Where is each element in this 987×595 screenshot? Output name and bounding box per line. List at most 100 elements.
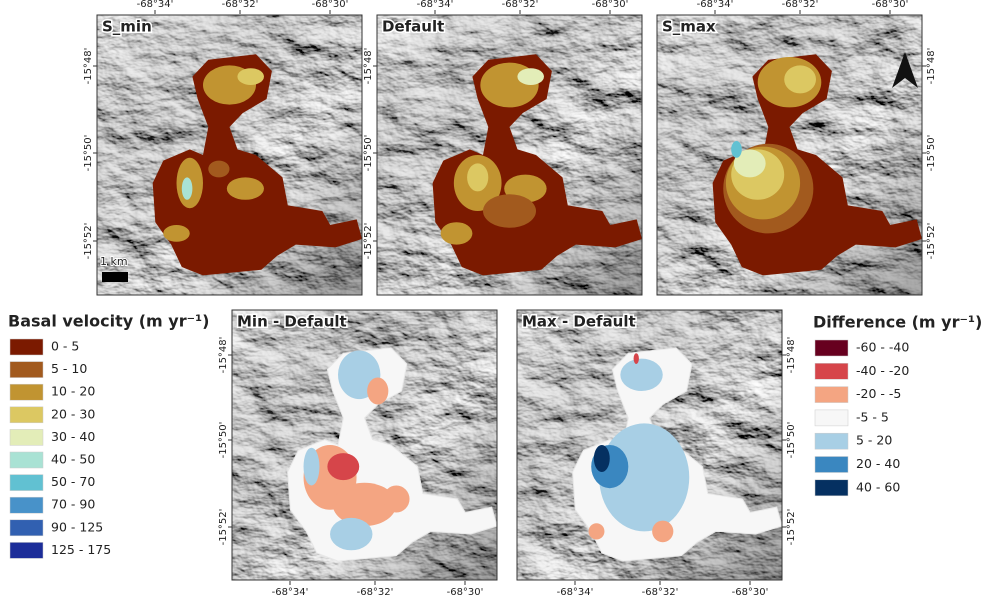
glacier-zone [620,359,662,391]
lat-label: -15°52' [363,223,374,260]
glacier-zone [208,161,229,178]
lon-label: -68°30' [447,587,484,595]
glacier-zone [784,65,816,93]
glacier-zone [227,177,264,199]
legend-label: 20 - 40 [856,456,900,471]
scale-label: 1 km [100,255,128,268]
lat-label: -15°52' [926,223,937,260]
glacier-zone [237,68,264,85]
glacier-zone [367,378,388,405]
glacier-zone [182,177,193,199]
lat-label: -15°50' [83,135,94,172]
legend-swatch [10,339,43,355]
map-panel: Max - Default -68°34' -68°32' -68°30' -15°48… [517,310,797,595]
lon-label: -68°32' [642,587,679,595]
legend-swatch [10,452,43,468]
legend-swatch [815,457,848,473]
lat-label: -15°48' [218,337,229,374]
glacier-zone [594,445,610,472]
lon-label: -68°32' [782,0,819,10]
legend-label: 90 - 125 [51,519,103,534]
glacier-zone [441,222,473,244]
legend-swatch [10,475,43,491]
glacier-zone [330,518,372,550]
legend-swatch [10,429,43,445]
legend-label: 40 - 60 [856,479,900,494]
lon-label: -68°34' [272,587,309,595]
lon-label: -68°32' [222,0,259,10]
lon-label: -68°34' [417,0,454,10]
legend-swatch [10,362,43,378]
glacier-zone [517,68,544,85]
lat-label: -15°50' [218,422,229,459]
lon-label: -68°30' [592,0,629,10]
legend-label: 125 - 175 [51,542,111,557]
legend-swatch [815,410,848,426]
legend-label: 70 - 90 [51,497,95,512]
legend-label: 50 - 70 [51,474,95,489]
glacier-zone [304,448,320,486]
panel-title: Max - Default [522,313,636,331]
lon-label: -68°34' [557,587,594,595]
legend-swatch [815,340,848,356]
lat-label: -15°50' [786,422,797,459]
glacier-zone [652,521,673,543]
legend-swatch [10,407,43,423]
legend-swatch [815,433,848,449]
legend-label: -60 - -40 [856,340,909,355]
legend-label: 40 - 50 [51,452,95,467]
legend-title: Difference (m yr⁻¹) [813,313,982,332]
legend-swatch [815,363,848,379]
glacier-zone [483,194,536,228]
map-panel: Default -68°34' -68°32' -68°30' -15°48' -15°5… [363,0,642,295]
legend-label: 10 - 20 [51,384,95,399]
legend-label: 5 - 20 [856,433,892,448]
panel-title: Min - Default [237,313,347,331]
lat-label: -15°48' [926,48,937,85]
legend-label: 30 - 40 [51,429,95,444]
lon-label: -68°30' [312,0,349,10]
legend-swatch [10,384,43,400]
panel-title: S_max [662,18,716,36]
legend-label: 0 - 5 [51,339,79,354]
lon-label: -68°32' [502,0,539,10]
lat-label: -15°48' [363,48,374,85]
lon-label: -68°34' [137,0,174,10]
glacier-zone [589,523,605,539]
glacier-zone [327,453,359,480]
lat-label: -15°52' [218,509,229,546]
legend-label: -5 - 5 [856,409,889,424]
lat-label: -15°52' [83,223,94,260]
legend-swatch [815,480,848,496]
scale-bar [102,272,128,282]
legend-swatch [815,387,848,403]
glacier-zone [383,486,410,513]
legend-title: Basal velocity (m yr⁻¹) [8,312,209,331]
panel-title: S_min [102,18,152,36]
legend-swatch [10,520,43,536]
legend-label: 5 - 10 [51,361,87,376]
legend-label: -20 - -5 [856,386,901,401]
legend-swatch [10,542,43,558]
lat-label: -15°50' [363,135,374,172]
glacier-zone [634,353,639,364]
legend-label: -40 - -20 [856,363,909,378]
legend-label: 20 - 30 [51,406,95,421]
lat-label: -15°52' [786,509,797,546]
lat-label: -15°48' [83,48,94,85]
glacier-zone [163,225,190,242]
map-panel: S_max -68°34' -68°32' -68°30' -15°48' -15°50'… [657,0,937,295]
lat-label: -15°48' [786,337,797,374]
lon-label: -68°32' [357,587,394,595]
lon-label: -68°34' [697,0,734,10]
map-panel: Min - Default -68°34' -68°32' -68°30' -15°48… [218,310,497,595]
lon-label: -68°30' [872,0,909,10]
glacier-zone [467,163,488,191]
panel-title: Default [382,18,444,36]
lon-label: -68°30' [732,587,769,595]
legend-swatch [10,497,43,513]
figure: S_min -68°34' -68°32' -68°30' -15°48' -15°50'… [0,0,987,595]
glacier-zone [731,141,742,158]
lat-label: -15°50' [926,135,937,172]
map-panel: S_min -68°34' -68°32' -68°30' -15°48' -15°50'… [83,0,362,295]
